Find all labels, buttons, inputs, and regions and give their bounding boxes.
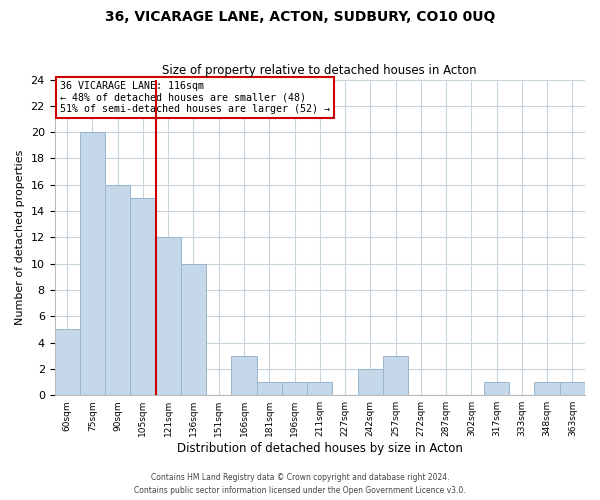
Text: 36 VICARAGE LANE: 116sqm
← 48% of detached houses are smaller (48)
51% of semi-d: 36 VICARAGE LANE: 116sqm ← 48% of detach… [60, 81, 330, 114]
Y-axis label: Number of detached properties: Number of detached properties [15, 150, 25, 325]
Text: 36, VICARAGE LANE, ACTON, SUDBURY, CO10 0UQ: 36, VICARAGE LANE, ACTON, SUDBURY, CO10 … [105, 10, 495, 24]
Bar [535, 382, 560, 395]
Text: Contains HM Land Registry data © Crown copyright and database right 2024.
Contai: Contains HM Land Registry data © Crown c… [134, 474, 466, 495]
Bar [181, 264, 206, 395]
Bar [232, 356, 257, 395]
Bar [105, 185, 130, 395]
Bar [307, 382, 332, 395]
Bar [484, 382, 509, 395]
Bar [560, 382, 585, 395]
Title: Size of property relative to detached houses in Acton: Size of property relative to detached ho… [163, 64, 477, 77]
Bar [130, 198, 155, 395]
Bar [55, 330, 80, 395]
Bar [358, 369, 383, 395]
Bar [282, 382, 307, 395]
Bar [257, 382, 282, 395]
X-axis label: Distribution of detached houses by size in Acton: Distribution of detached houses by size … [177, 442, 463, 455]
Bar [80, 132, 105, 395]
Bar [383, 356, 408, 395]
Bar [155, 238, 181, 395]
